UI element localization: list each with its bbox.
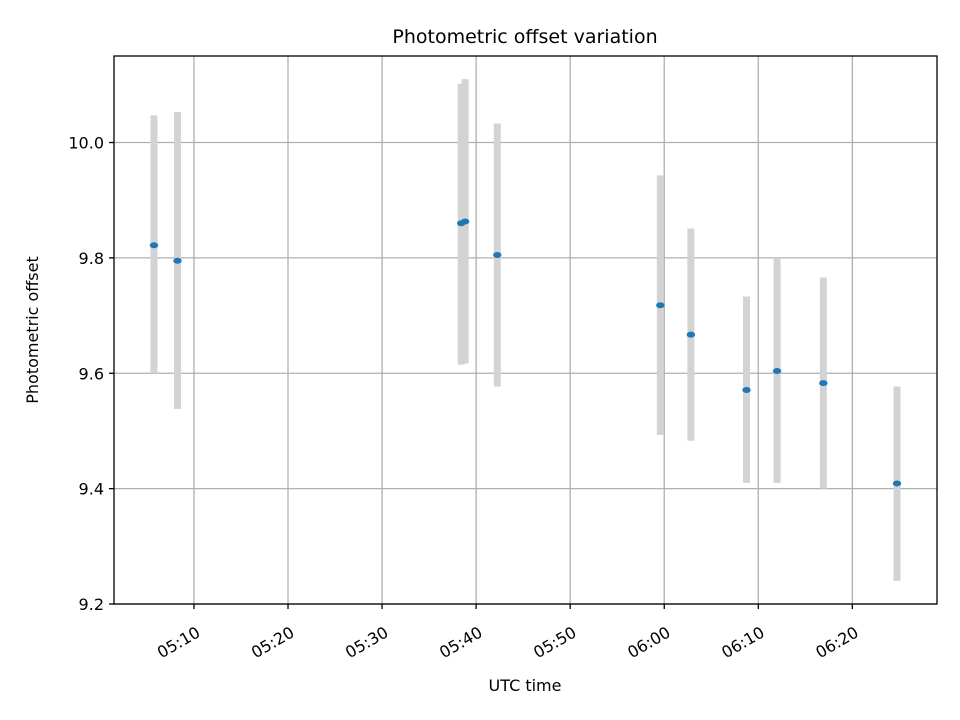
x-axis-label: UTC time — [489, 676, 562, 695]
data-point — [149, 242, 159, 249]
y-tick-label: 9.4 — [79, 480, 104, 499]
data-point — [173, 257, 182, 264]
error-bars — [150, 79, 901, 581]
x-tick-label: 05:10 — [154, 623, 203, 663]
x-tick-label: 05:40 — [436, 623, 485, 663]
y-tick-label: 10.0 — [68, 134, 104, 153]
data-point — [772, 367, 782, 374]
chart-title: Photometric offset variation — [392, 26, 657, 48]
data-point — [460, 218, 470, 225]
x-tick-label: 06:00 — [624, 623, 673, 663]
x-tick-label: 06:10 — [718, 623, 767, 663]
y-tick-label: 9.8 — [79, 249, 104, 268]
data-point — [819, 380, 828, 387]
data-point — [493, 252, 502, 259]
y-tick-label: 9.2 — [79, 595, 104, 614]
data-points — [149, 218, 902, 487]
data-point — [742, 386, 751, 393]
data-point — [686, 331, 696, 338]
x-tick-label: 06:20 — [812, 623, 861, 663]
x-tick-label: 05:30 — [342, 623, 391, 663]
plot-frame — [113, 55, 938, 605]
x-axis-ticks: 05:10 05:20 05:30 05:40 05:50 06:00 06:10 06:20 — [154, 604, 862, 662]
y-tick-label: 9.6 — [79, 364, 104, 383]
data-point — [656, 302, 665, 309]
data-point — [892, 480, 902, 487]
y-axis-ticks: 9.2 9.4 9.6 9.8 10.0 — [68, 134, 114, 614]
x-tick-label: 05:50 — [530, 623, 579, 663]
x-tick-label: 05:20 — [248, 623, 297, 663]
grid-lines — [114, 56, 937, 605]
y-axis-label: Photometric offset — [23, 256, 42, 404]
